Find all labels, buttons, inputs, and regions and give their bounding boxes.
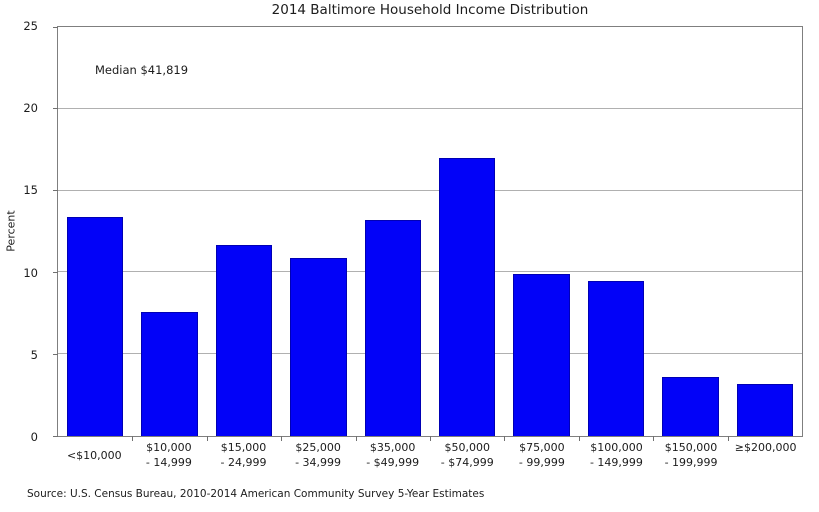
x-tick-label-line: <$10,000 — [66, 449, 122, 463]
bar — [736, 383, 794, 436]
bar — [513, 274, 570, 436]
x-tick-label-line: ≥$200,000 — [734, 441, 797, 454]
x-tick-label: $50,000- $74,999 — [430, 441, 505, 472]
bar-slot — [430, 27, 504, 436]
x-tick-label-line: - $74,999 — [440, 455, 494, 469]
y-tick-mark — [53, 271, 58, 273]
x-tick-label-line: $50,000 — [444, 441, 491, 454]
x-tick-label-line: - 34,999 — [295, 455, 342, 469]
bar — [662, 377, 719, 436]
x-tick-label: $150,000- 199,999 — [654, 441, 729, 472]
x-tick-mark — [504, 436, 506, 441]
bar-slot — [653, 27, 727, 436]
x-tick-label-line: $25,000 — [295, 441, 341, 454]
median-annotation: Median $41,819 — [95, 63, 189, 77]
y-tick-mark — [53, 190, 58, 192]
y-tick-label: 5 — [30, 347, 38, 362]
x-tick-mark — [727, 436, 729, 441]
plot-area: Median $41,819 — [53, 26, 803, 441]
gridline — [58, 353, 802, 355]
x-tick-label-line: - 14,999 — [145, 455, 192, 469]
x-tick-label-line: $35,000 — [369, 441, 416, 454]
x-tick-label-line: - $49,999 — [366, 455, 420, 469]
x-tick-mark — [206, 436, 208, 441]
bar-slot — [281, 27, 355, 436]
x-tick-label-line: - 199,999 — [664, 455, 718, 469]
chart-title: 2014 Baltimore Household Income Distribu… — [271, 2, 589, 18]
x-tick-label-line: - 24,999 — [220, 455, 267, 469]
gridline — [58, 271, 802, 273]
y-tick-mark — [53, 435, 58, 437]
y-tick-label: 10 — [23, 265, 38, 280]
y-tick-mark — [53, 108, 58, 110]
bar — [438, 157, 496, 436]
x-tick-label-line: $75,000 — [519, 441, 565, 454]
x-tick-label: $100,000- 149,999 — [579, 441, 654, 472]
bar-slot — [504, 27, 578, 436]
y-axis-tick-labels: 0 5 10 15 20 25 — [0, 19, 47, 444]
y-tick-label: 0 — [30, 430, 38, 444]
bar — [364, 220, 422, 436]
x-tick-mark — [653, 436, 655, 441]
y-tick-label: 20 — [23, 101, 38, 116]
x-tick-label: $10,000- 14,999 — [132, 441, 207, 472]
bar-slot — [132, 27, 206, 436]
x-tick-mark — [281, 436, 283, 441]
x-axis-tick-labels: <$10,000 $10,000- 14,999 $15,000- 24,999 $2… — [57, 441, 803, 472]
x-tick-mark — [355, 436, 357, 441]
bar-slot — [207, 27, 281, 436]
x-tick-label-line: $10,000 — [146, 441, 192, 454]
x-tick-label: $75,000- 99,999 — [505, 441, 580, 472]
bar-slot — [579, 27, 653, 436]
x-tick-label-line: $150,000 — [664, 441, 718, 454]
x-tick-label-line: - 149,999 — [589, 455, 643, 469]
bar — [290, 257, 347, 436]
x-tick-label: $35,000- $49,999 — [355, 441, 430, 472]
x-tick-label: $15,000- 24,999 — [206, 441, 281, 472]
source-note: Source: U.S. Census Bureau, 2010-2014 Am… — [27, 488, 485, 500]
bar — [66, 216, 124, 436]
y-tick-mark — [53, 353, 58, 355]
bar-slot — [728, 27, 802, 436]
x-tick-label-line: $100,000 — [590, 441, 643, 454]
bar — [587, 280, 645, 436]
x-tick-label-line: - 99,999 — [518, 455, 565, 469]
gridline — [58, 107, 802, 109]
bar — [141, 311, 198, 436]
bar-slot — [58, 27, 132, 436]
x-tick-label: <$10,000 — [57, 441, 132, 472]
gridline — [58, 189, 802, 191]
x-tick-label: ≥$200,000 — [728, 441, 803, 472]
y-tick-label: 15 — [23, 183, 38, 198]
x-tick-mark — [430, 436, 431, 441]
x-tick-label-line: $15,000 — [220, 441, 267, 454]
y-tick-label: 25 — [23, 19, 38, 33]
bar-slot — [356, 27, 430, 436]
x-tick-label: $25,000- 34,999 — [281, 441, 356, 472]
x-tick-mark — [578, 436, 580, 441]
x-tick-mark — [132, 436, 134, 441]
y-tick-mark — [53, 26, 58, 28]
bar — [215, 244, 273, 436]
